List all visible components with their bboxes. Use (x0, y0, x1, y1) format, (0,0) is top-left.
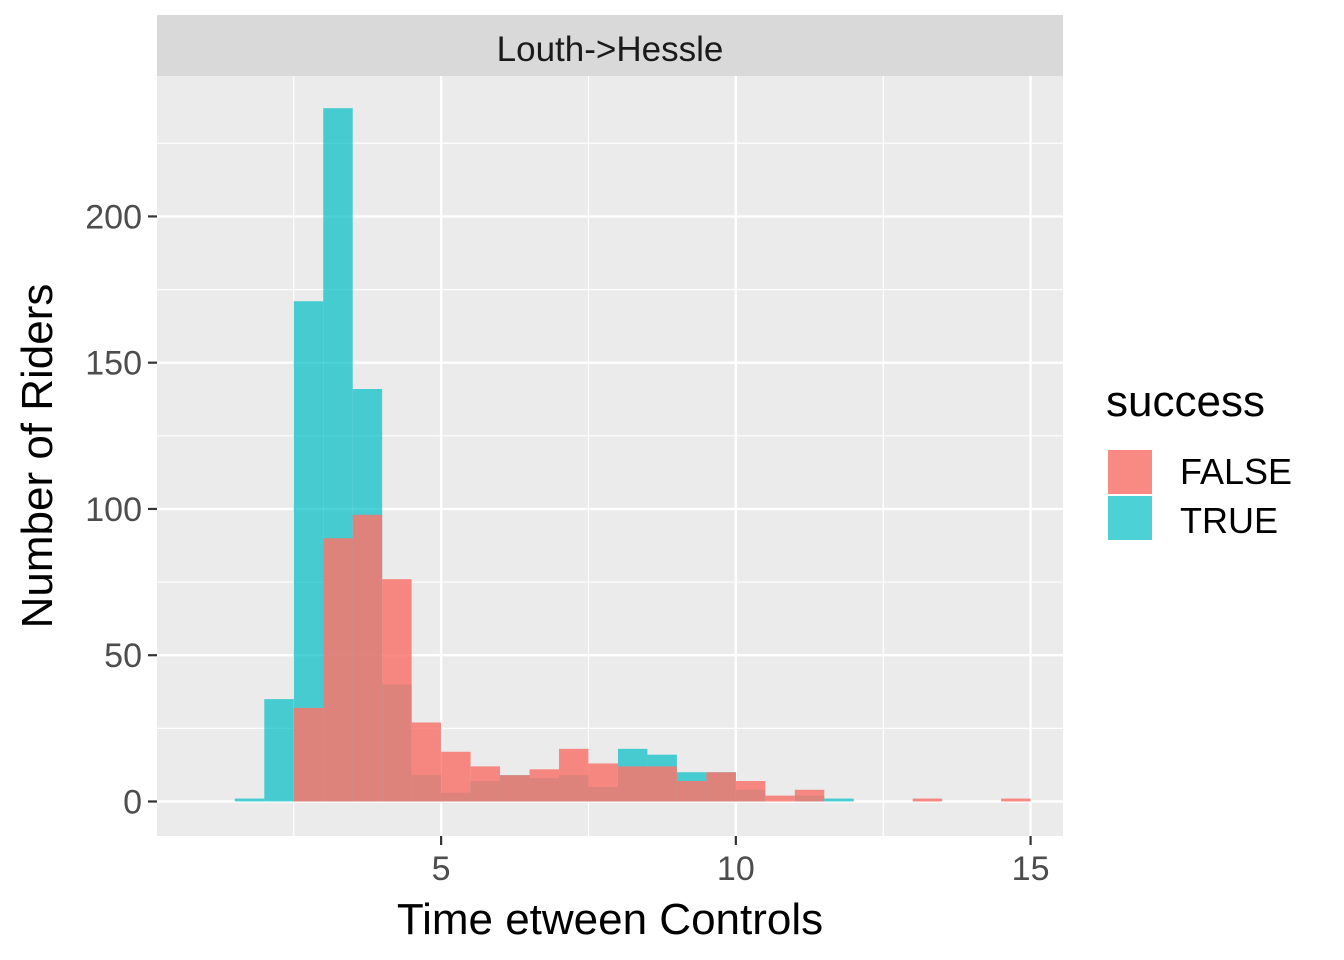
histogram-bar-true (264, 699, 294, 802)
histogram-bar-false (676, 781, 707, 802)
histogram-bar-true (824, 798, 854, 802)
facet-strip-label: Louth->Hessle (497, 30, 724, 69)
histogram-bar-false (293, 707, 324, 802)
histogram-bar-false (352, 514, 383, 802)
histogram-bar-false (470, 766, 501, 802)
legend-title: success (1106, 377, 1265, 426)
legend-label-false: FALSE (1180, 451, 1292, 492)
histogram-bar-false (706, 772, 736, 802)
y-tick-label: 150 (85, 345, 142, 383)
legend-label-true: TRUE (1180, 500, 1278, 541)
y-axis-title: Number of Riders (13, 284, 62, 629)
x-tick-label: 10 (717, 850, 755, 888)
histogram-bar-false (588, 763, 618, 802)
histogram-bar-false (559, 748, 589, 802)
histogram-bar-false (735, 781, 766, 802)
histogram-bar-false (411, 722, 442, 802)
legend-swatch-false (1108, 450, 1152, 494)
legend-swatch-true (1108, 496, 1152, 540)
y-tick-label: 100 (85, 491, 142, 529)
histogram-bar-false (529, 769, 560, 802)
y-tick-label: 0 (123, 783, 142, 821)
y-tick-label: 50 (104, 637, 142, 675)
x-tick-label: 15 (1012, 850, 1050, 888)
histogram-bar-false (765, 795, 795, 802)
histogram-bar-false (500, 775, 530, 802)
histogram-bar-false (617, 766, 648, 802)
x-axis-title: Time etween Controls (397, 895, 823, 944)
x-axis: 5 10 15 (432, 836, 1050, 888)
histogram-bar-false (1001, 798, 1031, 802)
y-axis: 0 50 100 150 200 (85, 198, 157, 821)
facet-strip (157, 15, 1063, 76)
legend: success FALSE TRUE (1106, 377, 1292, 541)
histogram-bar-false (912, 798, 943, 802)
x-tick-label: 5 (432, 850, 451, 888)
histogram-bar-false (382, 579, 412, 802)
histogram-bar-false (647, 766, 677, 802)
histogram-bar-true (234, 798, 265, 802)
histogram-bar-false (794, 789, 825, 802)
series-false-bars (293, 514, 1031, 802)
histogram-bar-false (323, 538, 353, 802)
histogram-bar-false (441, 751, 471, 802)
y-tick-label: 200 (85, 198, 142, 236)
